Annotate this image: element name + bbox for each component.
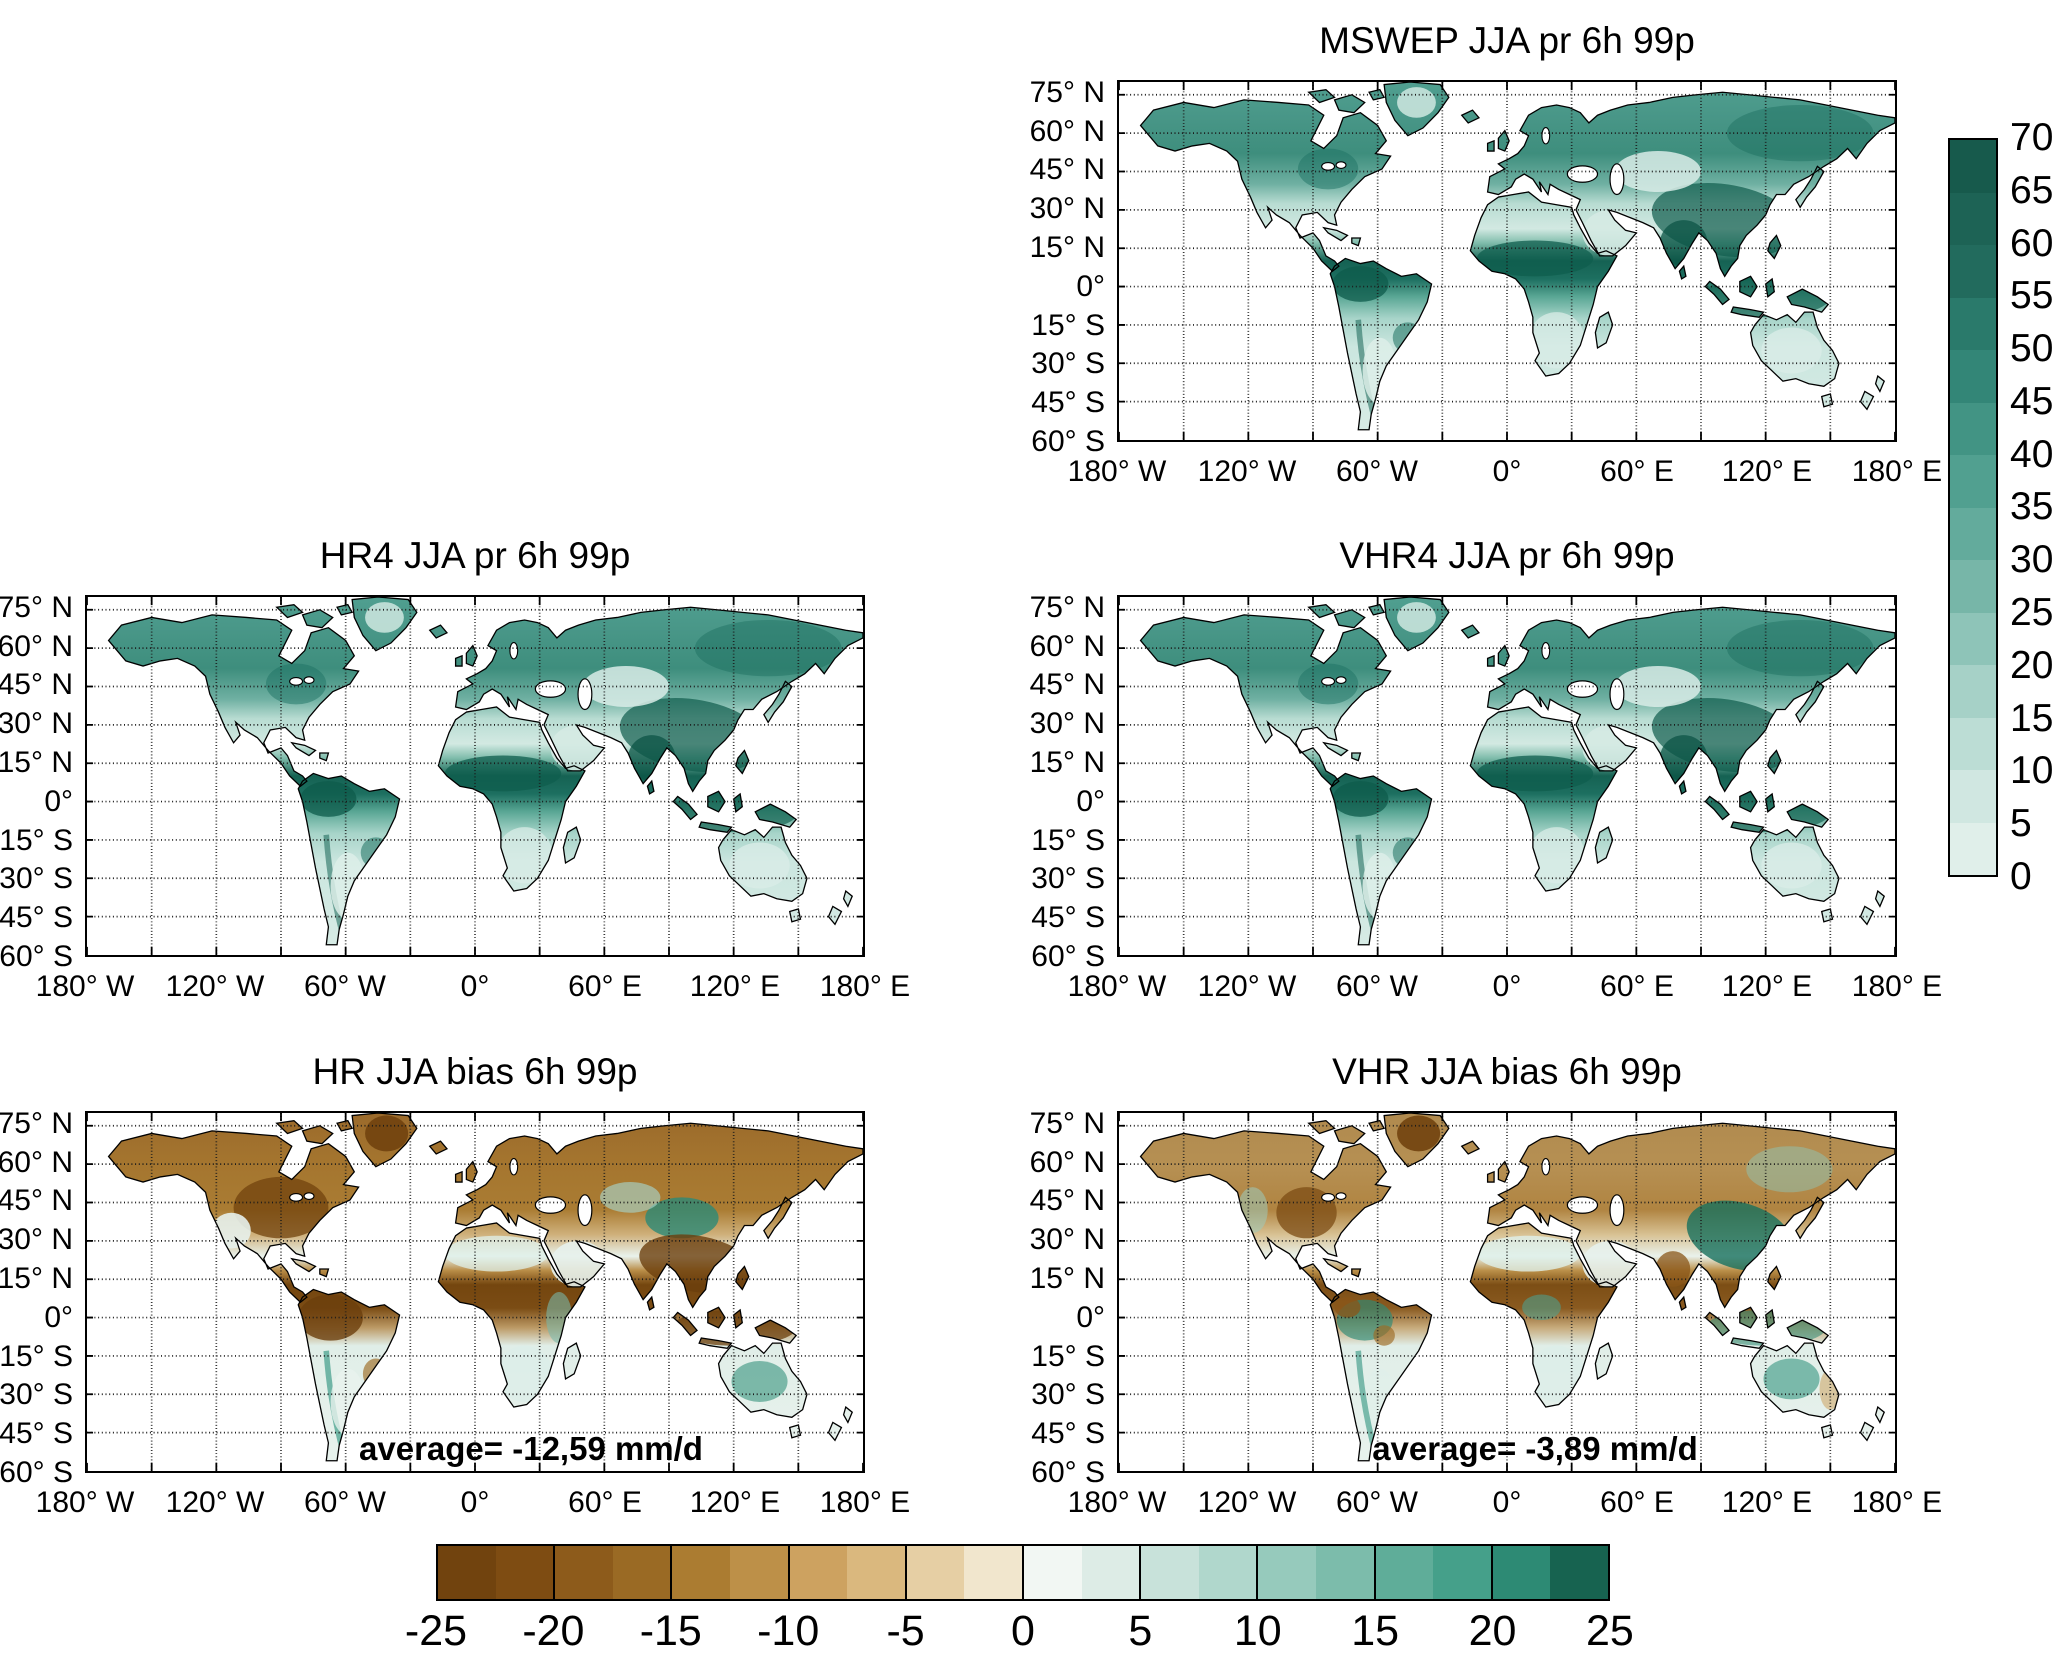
- colorbar-segment: [1950, 350, 1996, 403]
- colorbar-segment: [1950, 192, 1996, 245]
- colorbar-segment: [438, 1546, 496, 1599]
- world-map-mswep: [1119, 82, 1895, 440]
- colorbar-segment: [1950, 402, 1996, 455]
- colorbar-segment: [1950, 507, 1996, 560]
- colorbar-right-labels: 70 65 60 55 50 45 40 35 30 25 20 15 10 5 0: [2010, 116, 2054, 898]
- colorbar-segment: [729, 1546, 788, 1599]
- lon-axis: 180° W 120° W 60° W 0° 60° E 120° E 180° E: [1067, 1486, 1943, 1519]
- panel-title: HR JJA bias 6h 99p: [312, 1051, 638, 1092]
- average-bias-annotation: average= -3,89 mm/d: [1372, 1430, 1698, 1467]
- world-map-vhr4: [1119, 597, 1895, 955]
- lon-axis: 180° W 120° W 60° W 0° 60° E 120° E 180° E: [1067, 970, 1943, 1003]
- colorbar-segment: [1256, 1546, 1316, 1599]
- colorbar-segment: [1950, 560, 1996, 613]
- panel-title: HR4 JJA pr 6h 99p: [319, 535, 631, 576]
- world-map-vhr-bias: [1119, 1113, 1895, 1471]
- panel-title: MSWEP JJA pr 6h 99p: [1319, 20, 1695, 61]
- colorbar-segment: [1950, 770, 1996, 823]
- colorbar-segment: [1198, 1546, 1257, 1599]
- lat-axis: 75° N 60° N 45° N 30° N 15° N 0° 15° S 30° S 45°…: [0, 1106, 73, 1489]
- colorbar-segment: [1950, 612, 1996, 665]
- colorbar-segment: [1433, 1546, 1491, 1599]
- panel-hr4: HR4 JJA pr 6h 99p 75° N 60° N 45° N 30° N 15…: [0, 535, 910, 1003]
- world-map-hr-bias: [87, 1113, 863, 1471]
- panel-title: VHR4 JJA pr 6h 99p: [1339, 535, 1675, 576]
- colorbar-segment: [1315, 1546, 1374, 1599]
- colorbar-segment: [1081, 1546, 1140, 1599]
- colorbar-segment: [1950, 297, 1996, 350]
- panel-vhr-bias: VHR JJA bias 6h 99p 75° N 60° N 45° N 30° N…: [1030, 1051, 1943, 1519]
- colorbar-segment: [1950, 717, 1996, 770]
- colorbar-segment: [964, 1546, 1022, 1599]
- colorbar-segment: [847, 1546, 905, 1599]
- colorbar-segment: [1139, 1546, 1199, 1599]
- lon-axis: 180° W 120° W 60° W 0° 60° E 120° E 180° E: [35, 1486, 911, 1519]
- map-frame: [1117, 595, 1897, 957]
- colorbar-segment: [1950, 245, 1996, 298]
- colorbar-segment: [1550, 1546, 1608, 1599]
- colorbar-segment: [670, 1546, 730, 1599]
- map-frame: average= -3,89 mm/d: [1117, 1111, 1897, 1473]
- colorbar-right-bar: [1948, 138, 1998, 877]
- colorbar-segment: [1950, 140, 1996, 193]
- colorbar-segment: [1021, 1546, 1082, 1599]
- lon-axis: 180° W 120° W 60° W 0° 60° E 120° E 180° E: [35, 970, 911, 1003]
- colorbar-segment: [553, 1546, 613, 1599]
- colorbar-segment: [1950, 665, 1996, 718]
- colorbar-bottom-labels: -25 -20 -15 -10 -5 0 5 10 15 20 25: [404, 1606, 1634, 1655]
- colorbar-segment: [787, 1546, 848, 1599]
- colorbar-segment: [1373, 1546, 1434, 1599]
- colorbar-segment: [495, 1546, 554, 1599]
- average-bias-annotation: average= -12,59 mm/d: [359, 1430, 703, 1467]
- lat-axis: 75° N 60° N 45° N 30° N 15° N 0° 15° S 30° S 45°…: [0, 590, 73, 973]
- panel-mswep: MSWEP JJA pr 6h 99p 75° N 60° N 45° N 30° N…: [1030, 20, 1943, 488]
- colorbar-segment: [1950, 822, 1996, 875]
- colorbar-segment: [1950, 455, 1996, 508]
- colorbar-segment: [612, 1546, 671, 1599]
- map-frame: [85, 595, 865, 957]
- colorbar-bottom-bar: [436, 1544, 1610, 1601]
- lat-axis: 75° N 60° N 45° N 30° N 15° N 0° 15° S 30° S 45°…: [1029, 75, 1105, 458]
- colorbar-segment: [904, 1546, 965, 1599]
- map-frame: average= -12,59 mm/d: [85, 1111, 865, 1473]
- map-frame: [1117, 80, 1897, 442]
- lat-axis: 75° N 60° N 45° N 30° N 15° N 0° 15° S 30° S 45°…: [1029, 1106, 1105, 1489]
- world-map-hr4: [87, 597, 863, 955]
- colorbar-segment: [1490, 1546, 1551, 1599]
- panel-title: VHR JJA bias 6h 99p: [1332, 1051, 1682, 1092]
- lat-axis: 75° N 60° N 45° N 30° N 15° N 0° 15° S 30° S 45°…: [1029, 590, 1105, 973]
- lon-axis: 180° W 120° W 60° W 0° 60° E 120° E 180° E: [1067, 455, 1943, 488]
